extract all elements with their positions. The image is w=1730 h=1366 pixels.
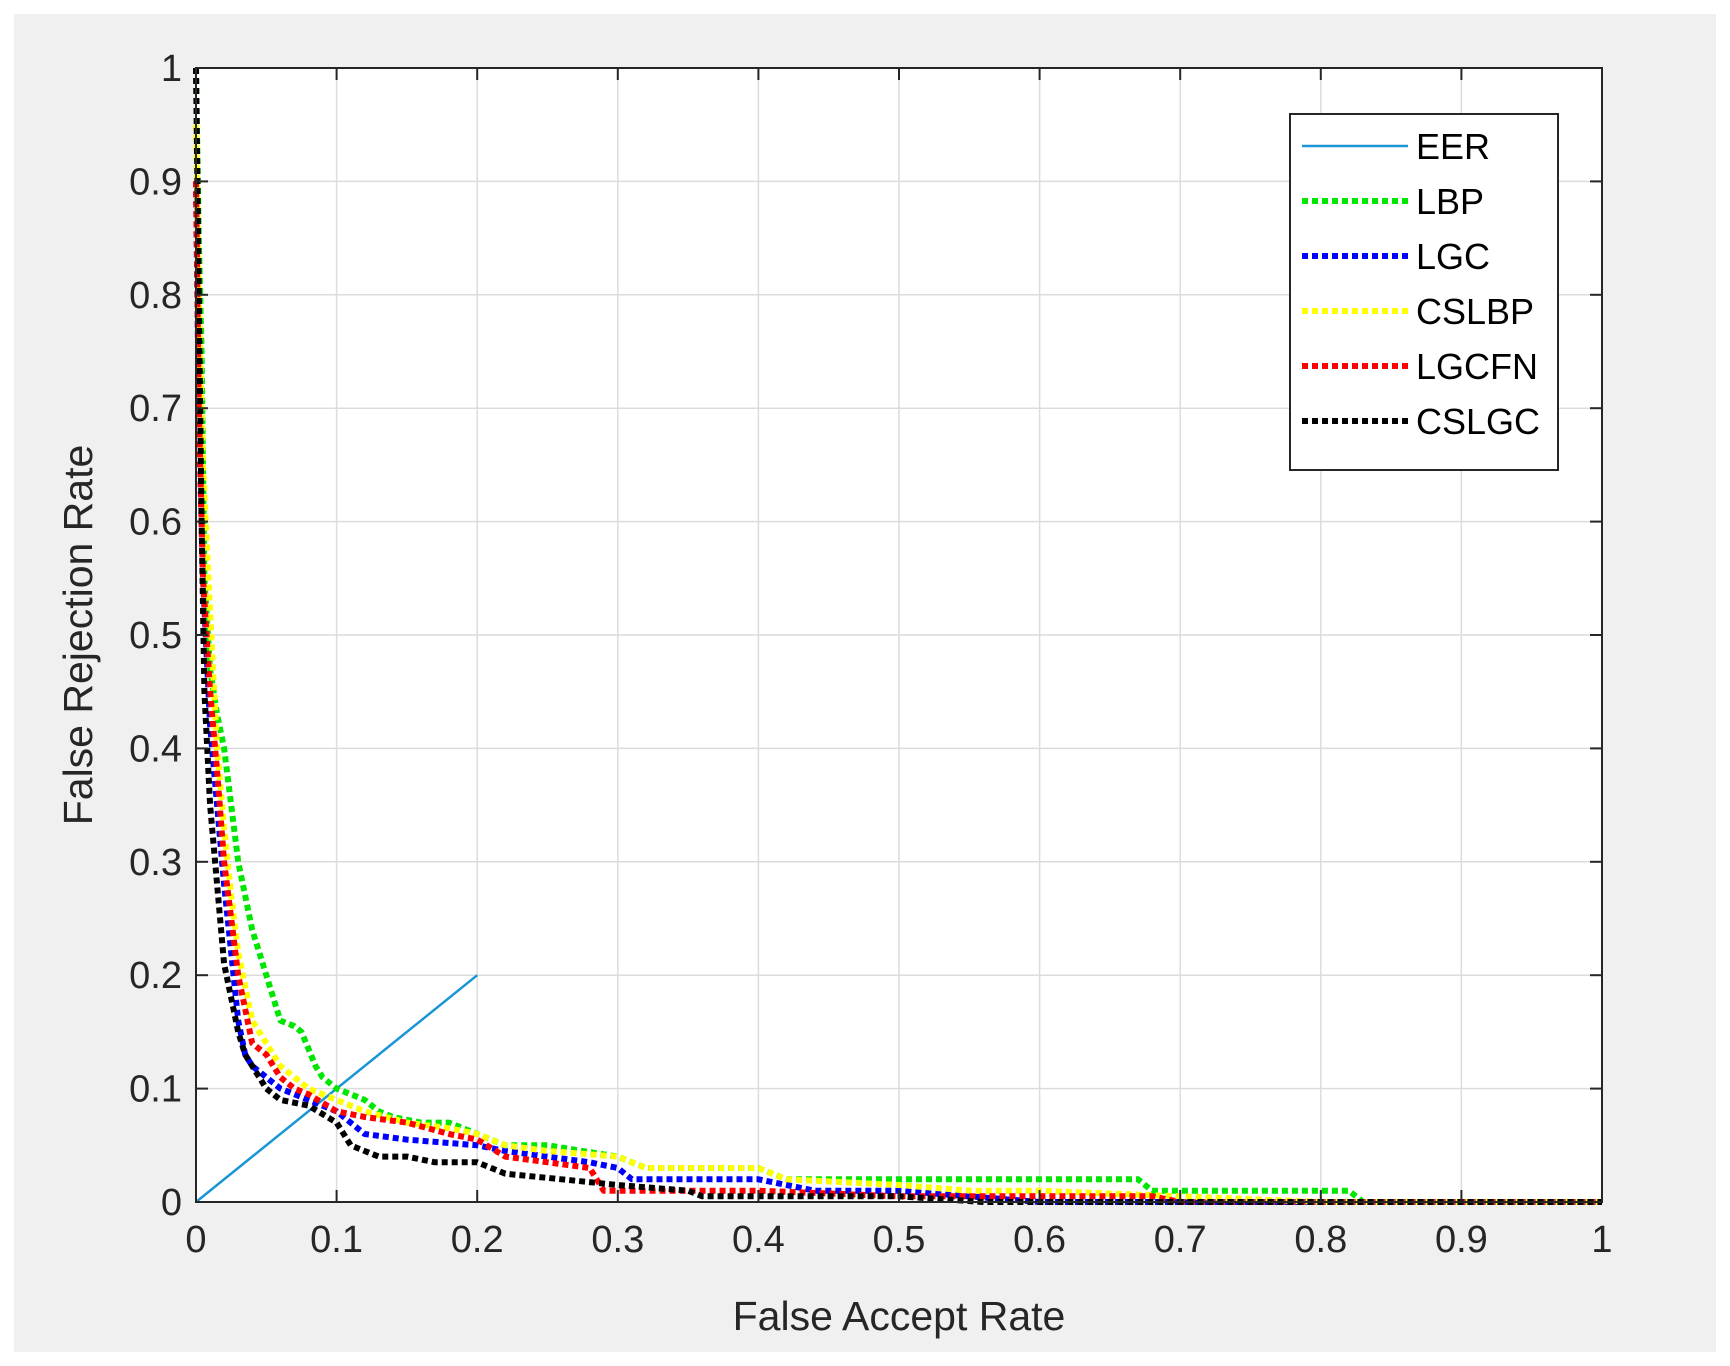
tick-labels: 0 0.1 0.2 0.3 0.4 0.5 0.6 0.7 0.8 0.9 1 0 0.1 0.2 0.3 0…: [129, 48, 1612, 1261]
x-tick-label: 1: [1591, 1219, 1612, 1261]
legend-label-cslbp: CSLBP: [1416, 291, 1534, 332]
y-tick-label: 0.6: [129, 502, 182, 544]
y-tick-label: 0.5: [129, 615, 182, 657]
x-tick-label: 0.4: [732, 1219, 785, 1261]
y-tick-label: 1: [161, 48, 182, 90]
x-tick-label: 0.1: [310, 1219, 363, 1261]
y-tick-label: 0: [161, 1182, 182, 1224]
x-tick-label: 0.9: [1435, 1219, 1488, 1261]
legend-box: [1289, 113, 1559, 471]
y-tick-label: 0.3: [129, 842, 182, 884]
legend: EER LBP LGC CSLBP LGCFN CSLGC: [1289, 113, 1559, 471]
x-tick-label: 0.2: [451, 1219, 504, 1261]
legend-label-lbp: LBP: [1416, 181, 1484, 222]
legend-label-lgcfn: LGCFN: [1416, 346, 1538, 387]
y-tick-label: 0.8: [129, 275, 182, 317]
x-tick-label: 0.6: [1013, 1219, 1066, 1261]
series-line-cslbp: [193, 124, 1602, 1205]
x-tick-label: 0.3: [591, 1219, 644, 1261]
x-tick-label: 0.8: [1294, 1219, 1347, 1261]
series-line-cslgc: [193, 67, 1602, 1205]
y-tick-label: 0.9: [129, 161, 182, 203]
series-lines: [193, 67, 1602, 1205]
x-tick-label: 0.5: [873, 1219, 926, 1261]
y-tick-label: 0.7: [129, 388, 182, 430]
legend-label-lgc: LGC: [1416, 236, 1490, 277]
y-tick-label: 0.2: [129, 955, 182, 997]
y-tick-label: 0.1: [129, 1069, 182, 1111]
y-tick-label: 0.4: [129, 728, 182, 770]
x-tick-label: 0: [185, 1219, 206, 1261]
series-line-lbp: [193, 67, 1602, 1205]
series-line-lgcfn: [193, 181, 1602, 1205]
x-tick-label: 0.7: [1154, 1219, 1207, 1261]
series-line-lgc: [193, 181, 1602, 1205]
y-axis-label: False Rejection Rate: [55, 445, 101, 826]
legend-label-cslgc: CSLGC: [1416, 401, 1540, 442]
x-axis-label: False Accept Rate: [733, 1293, 1066, 1339]
legend-label-eer: EER: [1416, 126, 1490, 167]
axis-ticks: [195, 67, 1603, 1203]
